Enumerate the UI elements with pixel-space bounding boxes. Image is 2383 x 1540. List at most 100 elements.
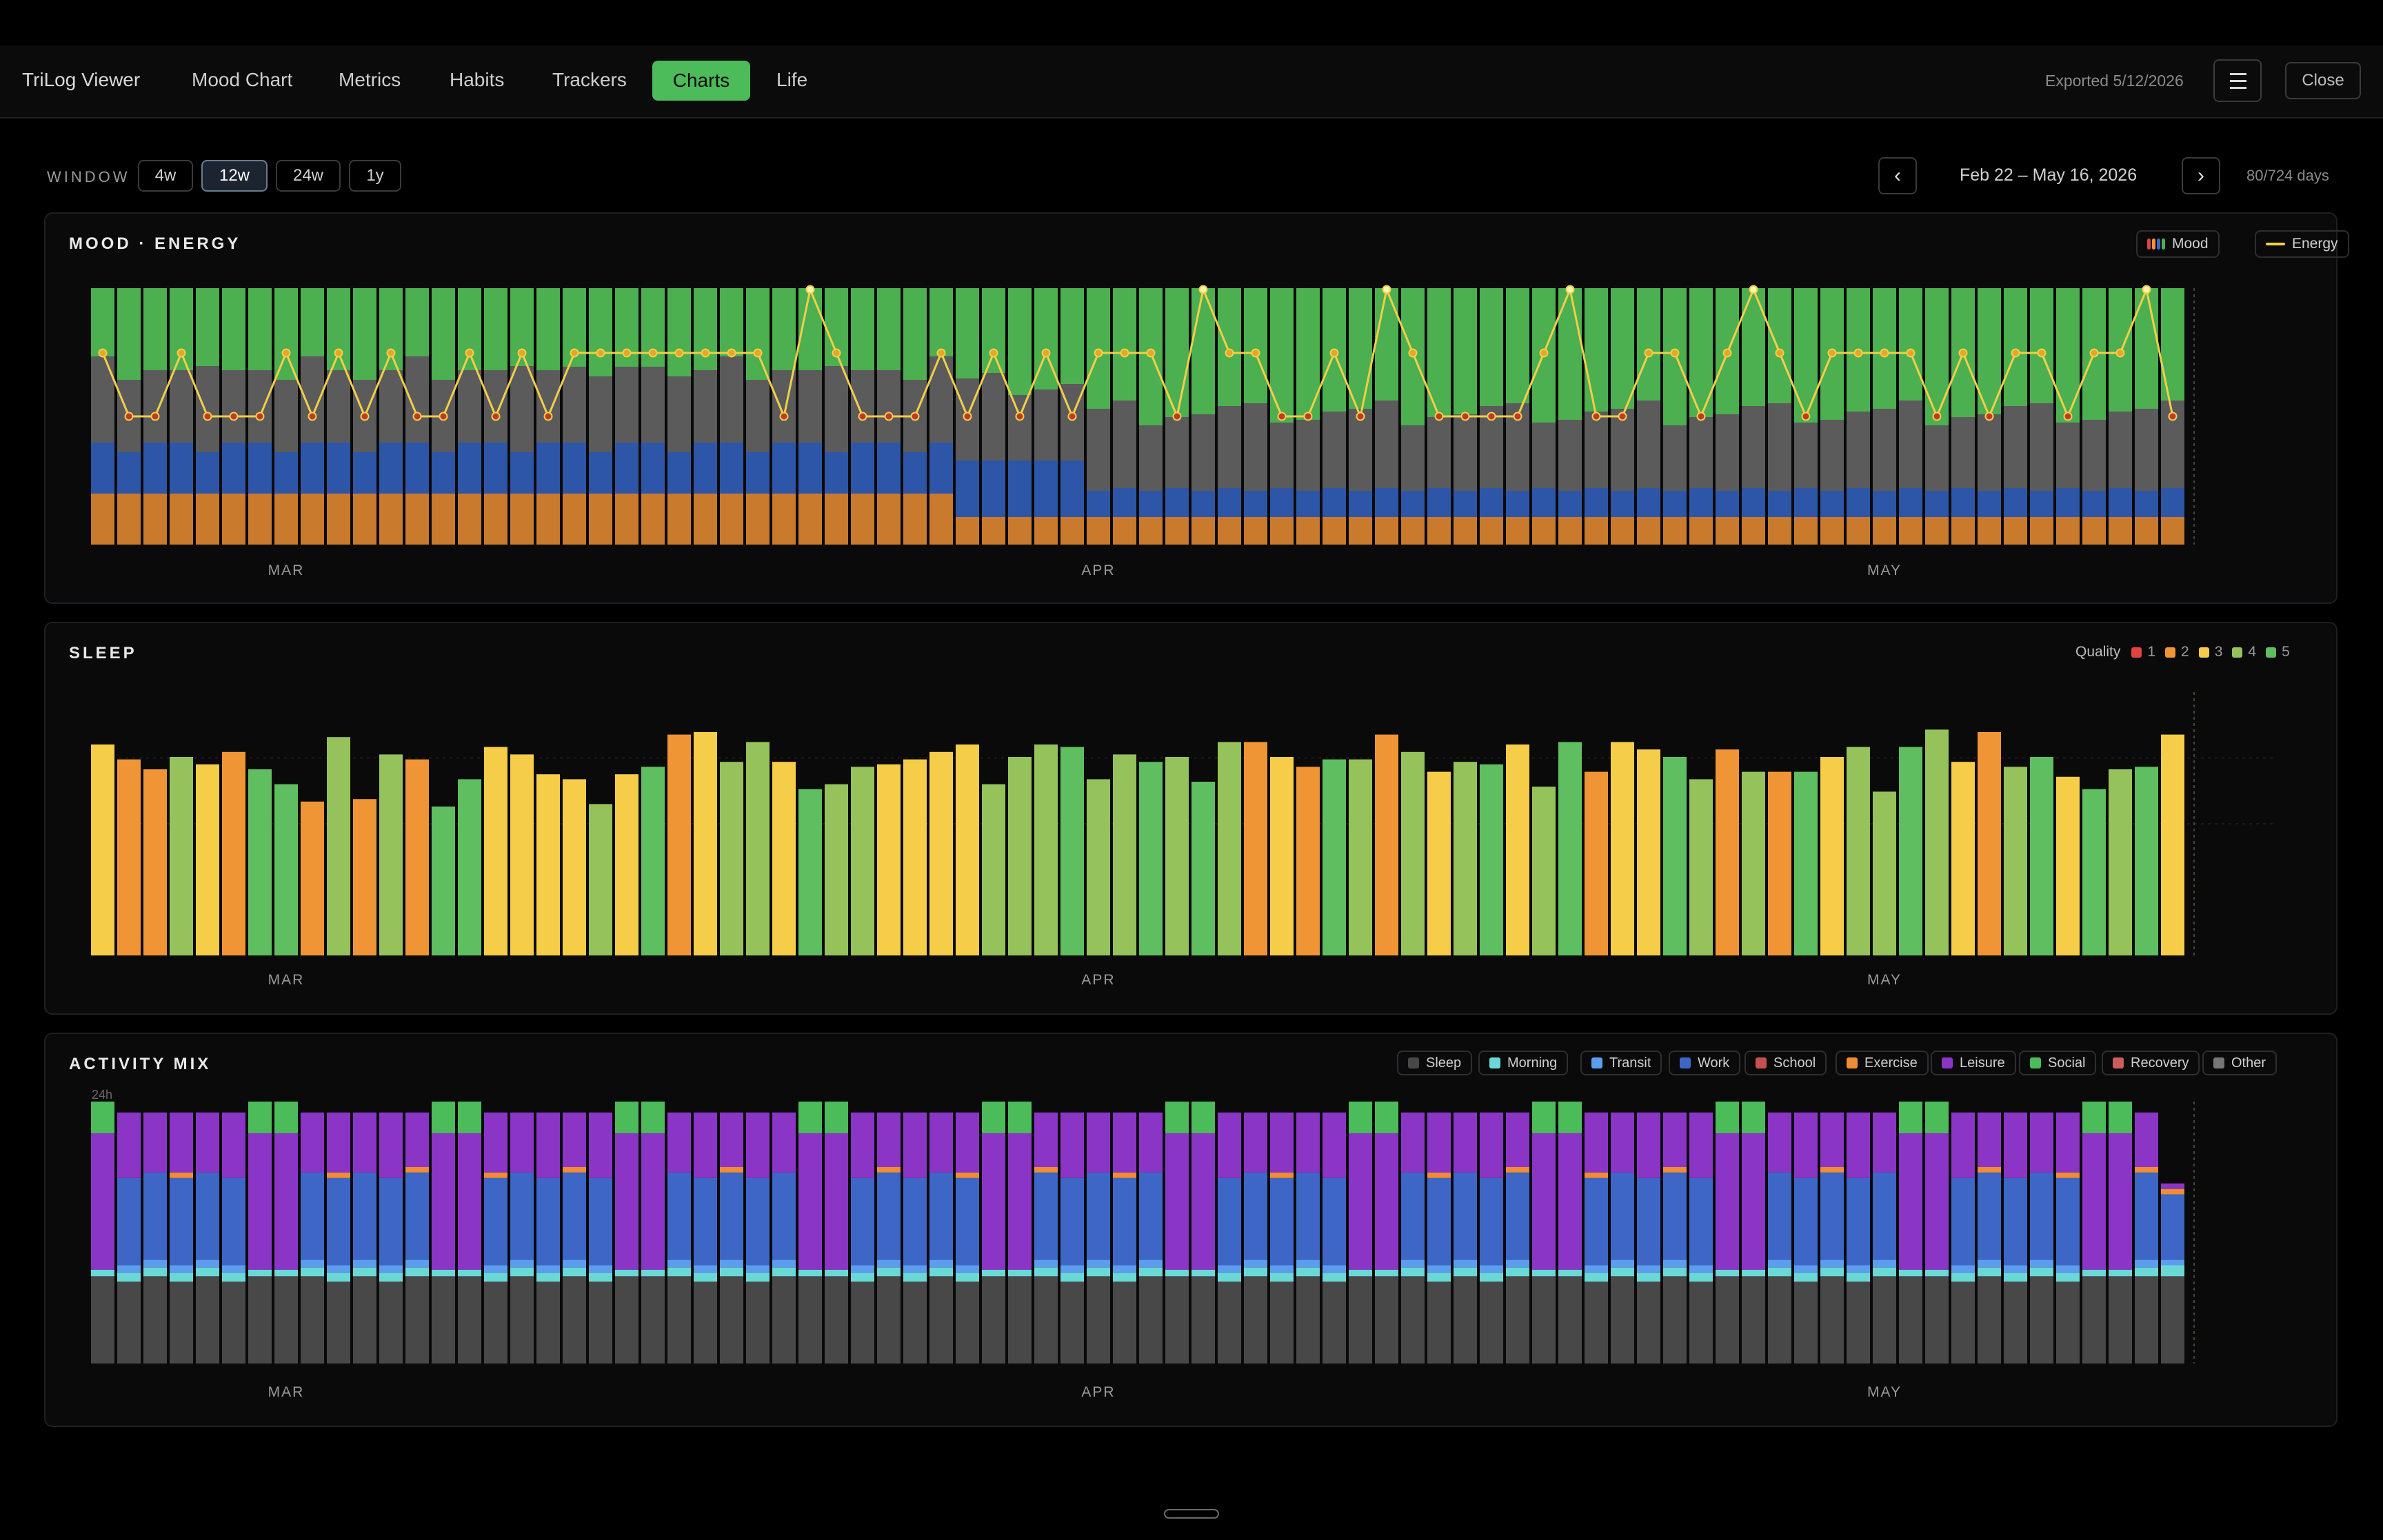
mood-bar-mid (1401, 425, 1425, 491)
legend-school[interactable]: School (1744, 1051, 1827, 1075)
mood-bar-vlow (615, 494, 639, 545)
mood-bar-mid (615, 367, 639, 443)
mood-bar-mid (798, 370, 822, 443)
legend-leisure[interactable]: Leisure (1931, 1051, 2016, 1075)
activity-segment-leisure (1427, 1112, 1451, 1173)
month-tick-label: MAY (1867, 563, 1902, 578)
activity-segment-social (1008, 1102, 1032, 1133)
activity-segment-transit (720, 1259, 743, 1268)
activity-segment-morning (196, 1267, 219, 1277)
activity-segment-sleep (746, 1281, 770, 1364)
hamburger-menu-button[interactable] (2213, 59, 2262, 102)
legend-morning[interactable]: Morning (1478, 1051, 1569, 1075)
energy-point (1880, 348, 1889, 358)
activity-segment-leisure (2109, 1133, 2132, 1270)
activity-segment-morning (117, 1273, 141, 1282)
mood-bar-mid (825, 366, 848, 452)
activity-segment-leisure (772, 1112, 796, 1173)
mood-bar-mid (2030, 403, 2053, 491)
mood-bar-low (1323, 488, 1346, 517)
mood-bar-mid (2135, 409, 2158, 491)
sleep-bar (536, 774, 560, 955)
activity-segment-work (1113, 1177, 1136, 1266)
next-range-button[interactable]: › (2182, 157, 2220, 194)
activity-segment-sleep (1427, 1281, 1451, 1364)
mood-bar-mid (641, 367, 665, 443)
energy-point (150, 412, 160, 421)
quality-4-swatch (2232, 647, 2243, 658)
energy-point (1225, 348, 1234, 358)
activity-segment-work (301, 1172, 324, 1260)
tab-habits[interactable]: Habits (450, 69, 505, 90)
activity-segment-leisure (1454, 1112, 1477, 1173)
activity-segment-morning (510, 1267, 534, 1277)
legend-sleep[interactable]: Sleep (1397, 1051, 1473, 1075)
mood-bar-vlow (2056, 517, 2080, 545)
activity-segment-transit (1323, 1265, 1346, 1273)
activity-segment-sleep (1454, 1276, 1477, 1364)
mood-bar-vlow (196, 494, 219, 545)
mood-bar-mid (1637, 401, 1660, 488)
legend-transit[interactable]: Transit (1580, 1051, 1662, 1075)
activity-segment-morning (772, 1267, 796, 1277)
activity-segment-exercise (170, 1172, 193, 1178)
sleep-bar (2109, 769, 2132, 955)
activity-segment-work (2161, 1194, 2184, 1260)
legend-exercise[interactable]: Exercise (1836, 1051, 1929, 1075)
mood-bar-vlow (956, 517, 979, 545)
sleep-bar (222, 751, 245, 955)
activity-segment-sleep (1139, 1276, 1163, 1364)
activity-segment-work (2056, 1177, 2080, 1266)
mood-bar-vlow (1375, 517, 1398, 545)
sleep-bar (248, 769, 272, 955)
activity-segment-morning (929, 1267, 953, 1277)
activity-segment-exercise (1978, 1167, 2001, 1173)
mood-legend-swatch (2147, 239, 2165, 250)
activity-segment-morning (589, 1273, 612, 1282)
mood-bar-vlow (2135, 517, 2158, 545)
mood-bar-high (1113, 288, 1136, 401)
activity-segment-leisure (1978, 1112, 2001, 1167)
activity-segment-morning (877, 1267, 901, 1277)
activity-segment-morning (248, 1269, 272, 1277)
activity-segment-work (484, 1177, 507, 1266)
mood-bar-mid (1873, 409, 1896, 491)
mood-bar-low (772, 443, 796, 494)
mood-bar-mid (1165, 417, 1189, 488)
window-24w-button[interactable]: 24w (276, 160, 341, 192)
legend-other[interactable]: Other (2202, 1051, 2278, 1075)
window-1y-button[interactable]: 1y (349, 160, 401, 192)
activity-segment-transit (301, 1259, 324, 1268)
mood-bar-low (1192, 491, 1215, 517)
mood-bar-mid (1558, 420, 1582, 491)
activity-segment-leisure (1323, 1112, 1346, 1178)
activity-segment-transit (536, 1265, 560, 1273)
tab-trackers[interactable]: Trackers (552, 69, 627, 90)
legend-recovery[interactable]: Recovery (2102, 1051, 2200, 1075)
tab-metrics[interactable]: Metrics (339, 69, 401, 90)
activity-segment-work (1323, 1177, 1346, 1266)
sleep-bar (1951, 762, 1975, 955)
legend-mood[interactable]: Mood (2136, 230, 2220, 258)
tab-mood-chart[interactable]: Mood Chart (192, 69, 293, 90)
legend-social[interactable]: Social (2019, 1051, 2097, 1075)
activity-segment-morning (1244, 1267, 1267, 1277)
prev-range-button[interactable]: ‹ (1878, 157, 1917, 194)
window-4w-button[interactable]: 4w (138, 160, 193, 192)
window-12w-button[interactable]: 12w (201, 160, 268, 192)
close-button[interactable]: Close (2285, 62, 2361, 99)
tab-charts[interactable]: Charts (652, 61, 750, 101)
tab-life[interactable]: Life (776, 69, 808, 90)
sleep-bar (956, 744, 979, 955)
export-timestamp: Exported 5/12/2026 (2045, 72, 2184, 90)
mood-bar-vlow (248, 494, 272, 545)
mood-bar-vlow (536, 494, 560, 545)
activity-segment-sleep (563, 1276, 586, 1364)
activity-segment-morning (851, 1273, 874, 1282)
legend-energy[interactable]: Energy (2255, 230, 2349, 258)
sleep-bar (117, 759, 141, 955)
activity-segment-leisure (1244, 1112, 1267, 1173)
legend-work[interactable]: Work (1669, 1051, 1741, 1075)
energy-point (177, 348, 186, 358)
mood-bar-vlow (1742, 517, 1765, 545)
